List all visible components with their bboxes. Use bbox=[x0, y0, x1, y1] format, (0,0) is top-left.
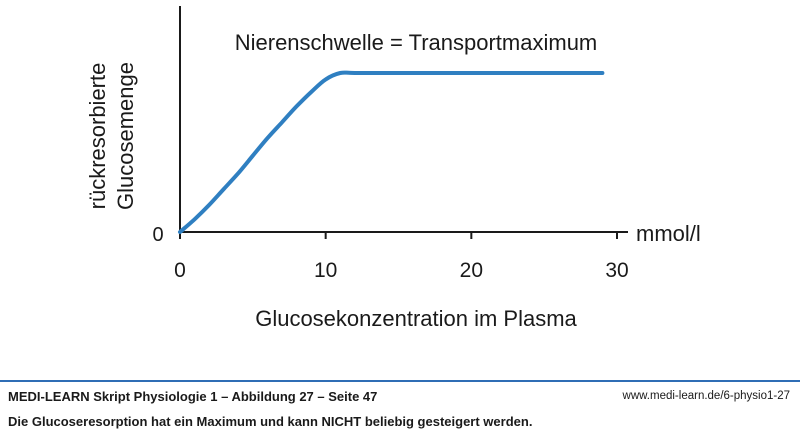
figure-caption: MEDI-LEARN Skript Physiologie 1 – Abbild… bbox=[8, 389, 378, 404]
y-axis-label-line1: rückresorbierte bbox=[85, 63, 110, 210]
x-tick-label: 20 bbox=[460, 259, 483, 282]
y-axis-label-line2: Glucosemenge bbox=[113, 62, 138, 210]
x-unit-label: mmol/l bbox=[636, 221, 701, 246]
x-tick-label: 30 bbox=[605, 259, 628, 282]
chart-title: Nierenschwelle = Transportmaximum bbox=[235, 30, 598, 55]
chart: 0 10 20 30 Nierenschwelle = Transportmaximu… bbox=[85, 6, 701, 331]
x-axis-label: Glucosekonzentration im Plasma bbox=[255, 306, 577, 331]
x-ticks: 0 10 20 30 bbox=[174, 232, 629, 282]
x-tick-label: 0 bbox=[174, 259, 186, 282]
figure-subcaption: Die Glucoseresorption hat ein Maximum un… bbox=[8, 414, 533, 429]
source-url: www.medi-learn.de/6-physio1-27 bbox=[622, 390, 790, 402]
y-tick-label-0: 0 bbox=[152, 224, 163, 246]
footer-divider bbox=[0, 380, 800, 382]
series-line bbox=[178, 70, 605, 234]
x-tick-label: 10 bbox=[314, 259, 337, 282]
